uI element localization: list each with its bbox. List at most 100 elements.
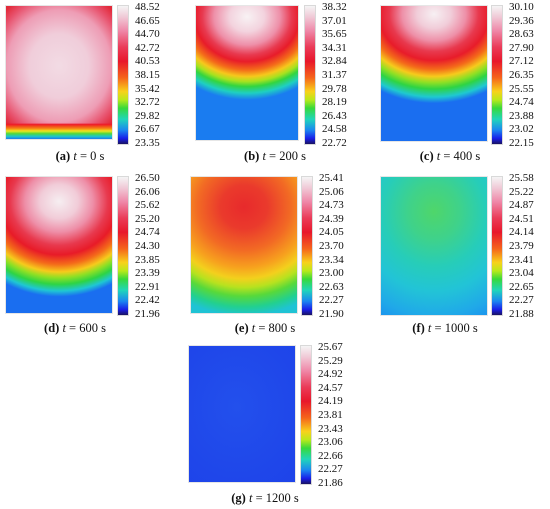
colorbar-tick-label: 26.43 (322, 109, 347, 122)
colorbar-tick-label: 24.57 (318, 381, 343, 394)
colorbar-tick-label: 24.14 (509, 226, 534, 239)
colorbar-tick-label: 32.84 (322, 55, 347, 68)
colorbar-b (304, 5, 316, 145)
colorbar-tick-label: 38.32 (322, 1, 347, 13)
colorbar-tick-label: 44.70 (135, 28, 160, 41)
colorbar-tick-label: 23.34 (319, 253, 344, 266)
thermal-map-d (5, 176, 113, 314)
colorbar-tick-label: 23.43 (318, 422, 343, 435)
colorbar-ticks-c: 30.10 29.36 28.63 27.90 27.12 26.35 25.55 24.74… (509, 2, 549, 150)
colorbar-tick-label: 22.42 (135, 294, 160, 307)
colorbar-e (301, 176, 313, 316)
colorbar-ticks-d: 26.50 26.06 25.62 25.20 24.74 24.30 23.85 23.39… (135, 173, 185, 321)
colorbar-tick-label: 30.10 (509, 1, 534, 13)
colorbar-tick-label: 48.52 (135, 1, 160, 13)
colorbar-tick-label: 28.63 (509, 28, 534, 41)
caption-g: (g) t = 1200 s (231, 491, 299, 505)
colorbar-tick-label: 29.36 (509, 14, 534, 27)
colorbar-tick-label: 25.29 (318, 354, 343, 367)
colorbar-tick-label: 35.42 (135, 82, 160, 95)
colorbar-tick-label: 24.19 (318, 395, 343, 408)
colorbar-tick-label: 24.58 (322, 123, 347, 136)
colorbar-tick-label: 24.74 (509, 96, 534, 109)
colorbar-tick-label: 21.88 (509, 308, 534, 320)
colorbar-tick-label: 22.63 (319, 280, 344, 293)
colorbar-tick-label: 23.70 (319, 240, 344, 252)
colorbar-tick-label: 24.74 (135, 226, 160, 239)
caption-b: (b) t = 200 s (244, 149, 306, 163)
colorbar-tick-label: 23.81 (318, 409, 343, 421)
thermal-map-a (5, 5, 113, 140)
colorbar-f (491, 176, 503, 316)
colorbar-tick-label: 24.51 (509, 212, 534, 225)
colorbar-tick-label: 23.02 (509, 123, 534, 136)
colorbar-tick-label: 21.96 (135, 308, 160, 320)
colorbar-tick-label: 23.41 (509, 253, 534, 266)
colorbar-tick-label: 22.72 (322, 137, 347, 149)
caption-e: (e) t = 800 s (234, 321, 296, 335)
colorbar-tick-label: 22.27 (318, 463, 343, 476)
colorbar-tick-label: 25.06 (319, 185, 344, 198)
colorbar-tick-label: 25.58 (509, 172, 534, 184)
colorbar-tick-label: 26.35 (509, 69, 534, 81)
caption-a: (a) t = 0 s (55, 149, 105, 163)
caption-d: (d) t = 600 s (44, 321, 106, 335)
colorbar-tick-label: 26.50 (135, 172, 160, 184)
colorbar-ticks-a: 48.52 46.65 44.70 42.72 40.53 38.15 35.42 32.72… (135, 2, 185, 150)
colorbar-tick-label: 22.27 (319, 294, 344, 307)
colorbar-ticks-g: 25.67 25.29 24.92 24.57 24.19 23.81 23.43 23.06… (318, 342, 368, 490)
colorbar-tick-label: 23.35 (135, 137, 160, 149)
colorbar-tick-label: 23.39 (135, 267, 160, 280)
colorbar-tick-label: 40.53 (135, 55, 160, 68)
colorbar-tick-label: 24.30 (135, 240, 160, 252)
caption-c: (c) t = 400 s (419, 149, 481, 163)
colorbar-tick-label: 23.79 (509, 240, 534, 252)
colorbar-tick-label: 32.72 (135, 96, 160, 109)
colorbar-tick-label: 27.90 (509, 41, 534, 54)
colorbar-tick-label: 35.65 (322, 28, 347, 41)
colorbar-tick-label: 27.12 (509, 55, 534, 68)
colorbar-tick-label: 31.37 (322, 69, 347, 81)
colorbar-tick-label: 22.66 (318, 449, 343, 462)
colorbar-tick-label: 34.31 (322, 41, 347, 54)
colorbar-d (117, 176, 129, 316)
colorbar-tick-label: 23.04 (509, 267, 534, 280)
thermal-map-g (188, 345, 296, 483)
colorbar-tick-label: 22.15 (509, 137, 534, 149)
colorbar-tick-label: 46.65 (135, 14, 160, 27)
colorbar-tick-label: 26.06 (135, 185, 160, 198)
colorbar-tick-label: 25.41 (319, 172, 344, 184)
colorbar-tick-label: 28.19 (322, 96, 347, 109)
colorbar-tick-label: 25.22 (509, 185, 534, 198)
colorbar-tick-label: 23.88 (509, 109, 534, 122)
colorbar-tick-label: 24.87 (509, 199, 534, 212)
colorbar-tick-label: 21.90 (319, 308, 344, 320)
colorbar-ticks-f: 25.58 25.22 24.87 24.51 24.14 23.79 23.41 23.04… (509, 173, 549, 321)
colorbar-ticks-b: 38.32 37.01 35.65 34.31 32.84 31.37 29.78 28.19… (322, 2, 372, 150)
colorbar-a (117, 5, 129, 145)
thermal-map-e (190, 176, 298, 314)
colorbar-tick-label: 25.67 (318, 341, 343, 353)
colorbar-tick-label: 21.86 (318, 477, 343, 489)
colorbar-tick-label: 38.15 (135, 69, 160, 81)
colorbar-tick-label: 23.85 (135, 253, 160, 266)
thermal-map-f (380, 176, 488, 316)
colorbar-c (491, 5, 503, 145)
colorbar-ticks-e: 25.41 25.06 24.73 24.39 24.05 23.70 23.34 23.00… (319, 173, 369, 321)
colorbar-tick-label: 23.00 (319, 267, 344, 280)
thermal-map-b (195, 5, 299, 141)
colorbar-tick-label: 24.05 (319, 226, 344, 239)
colorbar-tick-label: 24.73 (319, 199, 344, 212)
colorbar-tick-label: 22.91 (135, 280, 160, 293)
colorbar-g (300, 345, 312, 485)
colorbar-tick-label: 29.78 (322, 82, 347, 95)
colorbar-tick-label: 24.39 (319, 212, 344, 225)
colorbar-tick-label: 25.55 (509, 82, 534, 95)
colorbar-tick-label: 26.67 (135, 123, 160, 136)
colorbar-tick-label: 37.01 (322, 14, 347, 27)
thermal-map-c (380, 5, 488, 142)
colorbar-tick-label: 23.06 (318, 436, 343, 449)
colorbar-tick-label: 24.92 (318, 368, 343, 381)
colorbar-tick-label: 25.62 (135, 199, 160, 212)
colorbar-tick-label: 22.27 (509, 294, 534, 307)
